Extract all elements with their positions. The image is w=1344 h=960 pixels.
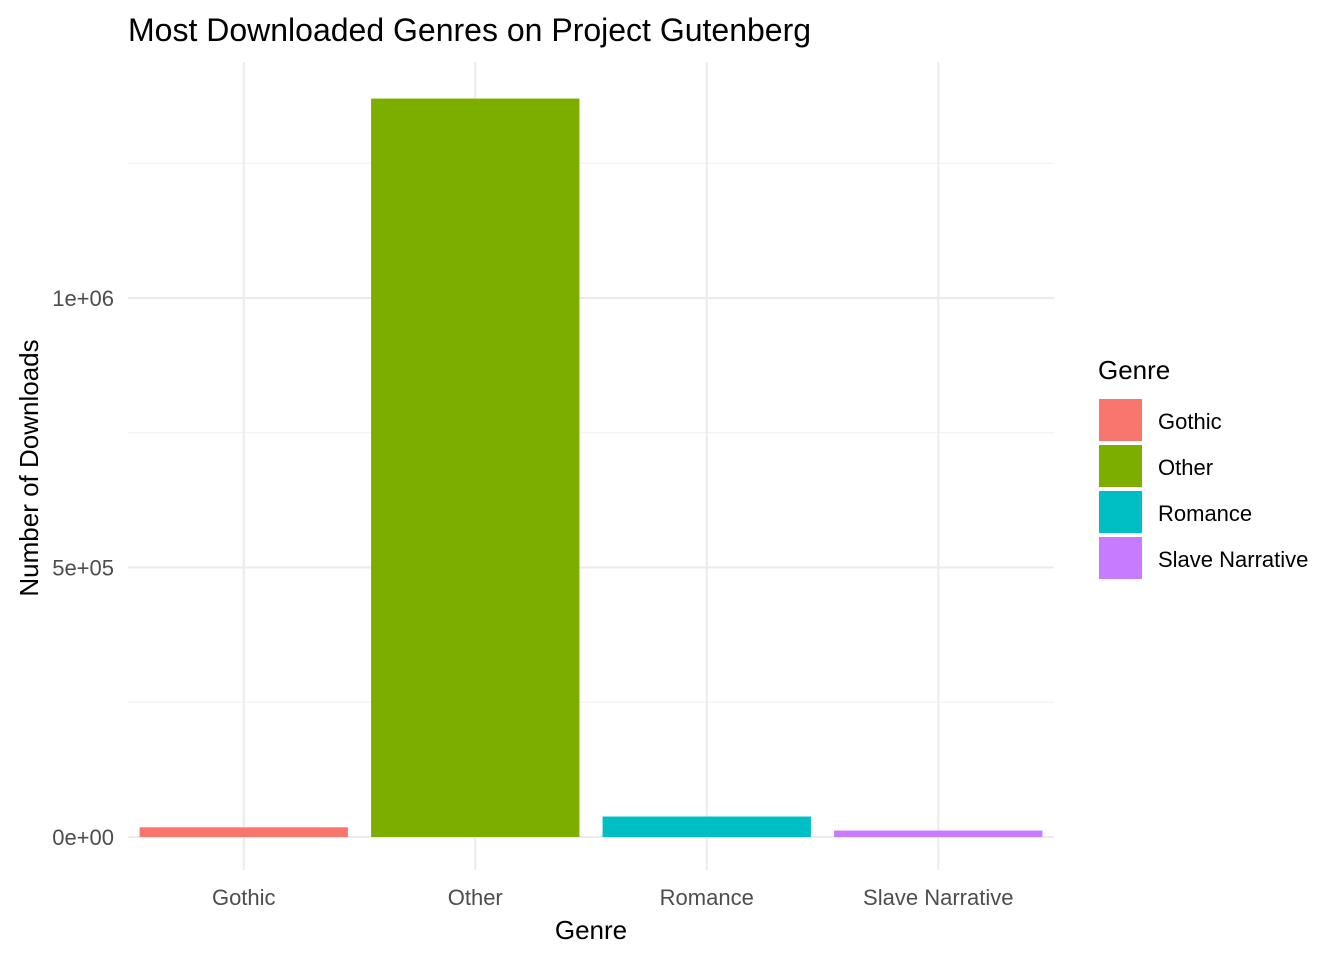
y-tick-label: 0e+00	[52, 825, 114, 850]
bar-gothic	[139, 827, 348, 837]
x-tick-label: Other	[448, 885, 503, 910]
y-axis-ticks: 0e+00 5e+05 1e+06	[52, 286, 114, 850]
legend-swatch	[1099, 537, 1142, 579]
bar-romance	[602, 816, 811, 837]
x-tick-label: Romance	[660, 885, 754, 910]
chart-title: Most Downloaded Genres on Project Gutenb…	[128, 12, 811, 48]
legend-label: Romance	[1158, 501, 1252, 526]
grid	[128, 62, 1054, 870]
legend-swatch	[1099, 491, 1142, 533]
legend-swatch	[1099, 445, 1142, 487]
legend-swatch	[1099, 399, 1142, 441]
bar-other	[371, 98, 580, 837]
bars	[139, 98, 1043, 837]
y-tick-label: 1e+06	[52, 286, 114, 311]
legend-label: Gothic	[1158, 409, 1222, 434]
x-tick-label: Gothic	[212, 885, 276, 910]
y-tick-label: 5e+05	[52, 556, 114, 581]
legend-label: Slave Narrative	[1158, 547, 1308, 572]
legend: Genre Gothic Other Romance Slave Narrative	[1098, 355, 1308, 579]
bar-slave-narrative	[834, 830, 1043, 837]
x-axis-ticks: Gothic Other Romance Slave Narrative	[212, 885, 1013, 910]
x-tick-label: Slave Narrative	[863, 885, 1013, 910]
legend-title: Genre	[1098, 355, 1170, 385]
legend-label: Other	[1158, 455, 1213, 480]
y-axis-title: Number of Downloads	[14, 339, 44, 596]
x-axis-title: Genre	[555, 915, 627, 945]
